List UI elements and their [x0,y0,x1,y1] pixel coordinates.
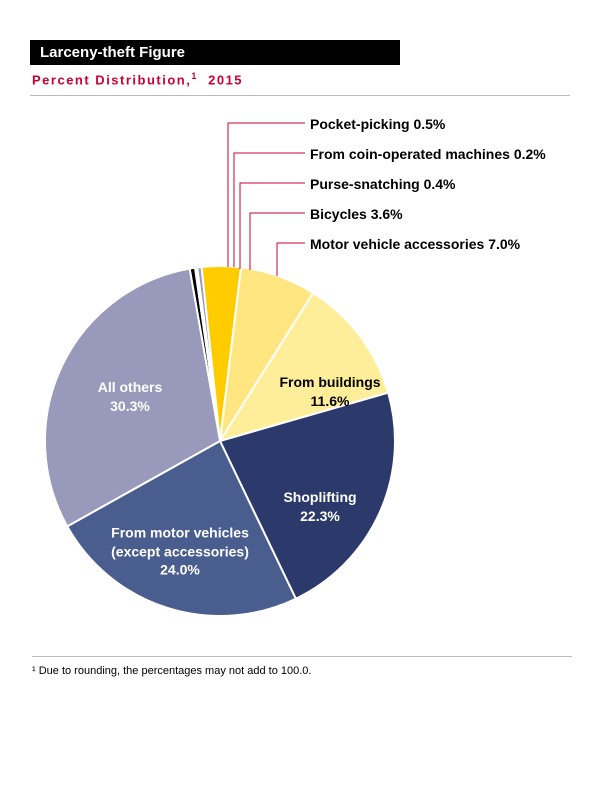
subtitle-year: 2015 [208,72,243,87]
callout-label: Motor vehicle accessories 7.0% [310,236,520,252]
subtitle-prefix: Percent Distribution, [32,72,191,87]
callout-label: Bicycles 3.6% [310,206,403,222]
slice-label: From buildings11.6% [279,373,380,409]
slice-label: All others30.3% [98,378,163,414]
callout-label: Pocket-picking 0.5% [310,116,445,132]
slice-label: From motor vehicles(except accessories)2… [111,524,249,579]
callout-leader [234,153,305,267]
callout-leader [277,243,305,276]
header-divider [30,95,570,96]
footnote-marker: 1 [191,71,198,81]
pie-chart: Pocket-picking 0.5% From coin-operated ma… [30,106,570,646]
chart-title-bar: Larceny-theft Figure [30,40,400,65]
chart-footnote: ¹ Due to rounding, the percentages may n… [32,656,572,677]
callout-label: Purse-snatching 0.4% [310,176,456,192]
chart-subtitle: Percent Distribution,1 2015 [30,65,570,93]
callout-label: From coin-operated machines 0.2% [310,146,546,162]
slice-label: Shoplifting22.3% [283,488,356,524]
